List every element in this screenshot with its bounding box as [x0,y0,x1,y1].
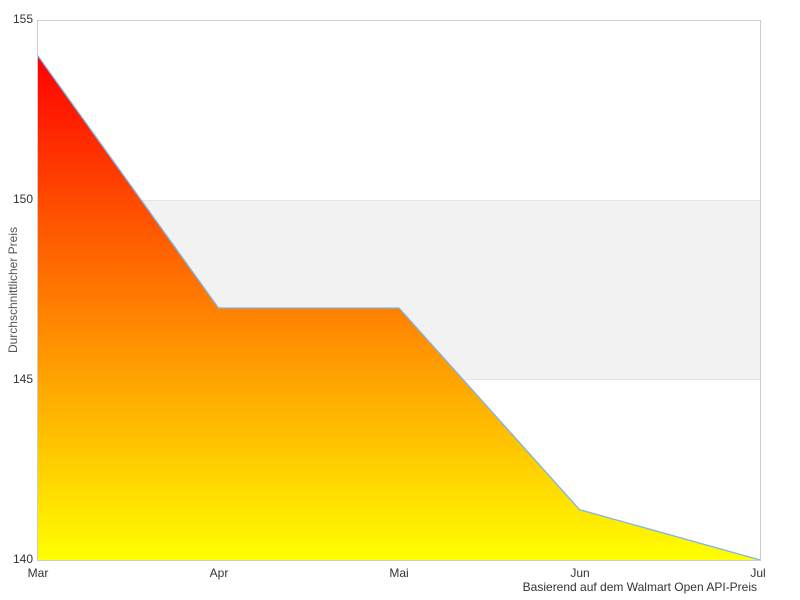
y-tick-label-140: 140 [12,552,33,566]
chart-caption: Basierend auf dem Walmart Open API-Preis [522,580,757,594]
x-tick-label-mai: Mai [389,566,409,580]
y-tick-label-150: 150 [12,192,33,206]
y-tick-label-155: 155 [12,12,33,26]
x-tick-label-apr: Apr [209,566,229,580]
x-tick-label-jul: Jul [750,566,766,580]
y-axis-title: Durchschnittlicher Preis [6,226,20,354]
x-tick-label-mar: Mar [27,566,49,580]
y-tick-label-145: 145 [12,372,33,386]
plot-border [37,20,761,561]
x-tick-label-jun: Jun [570,566,590,580]
price-line-series[interactable] [37,55,761,561]
